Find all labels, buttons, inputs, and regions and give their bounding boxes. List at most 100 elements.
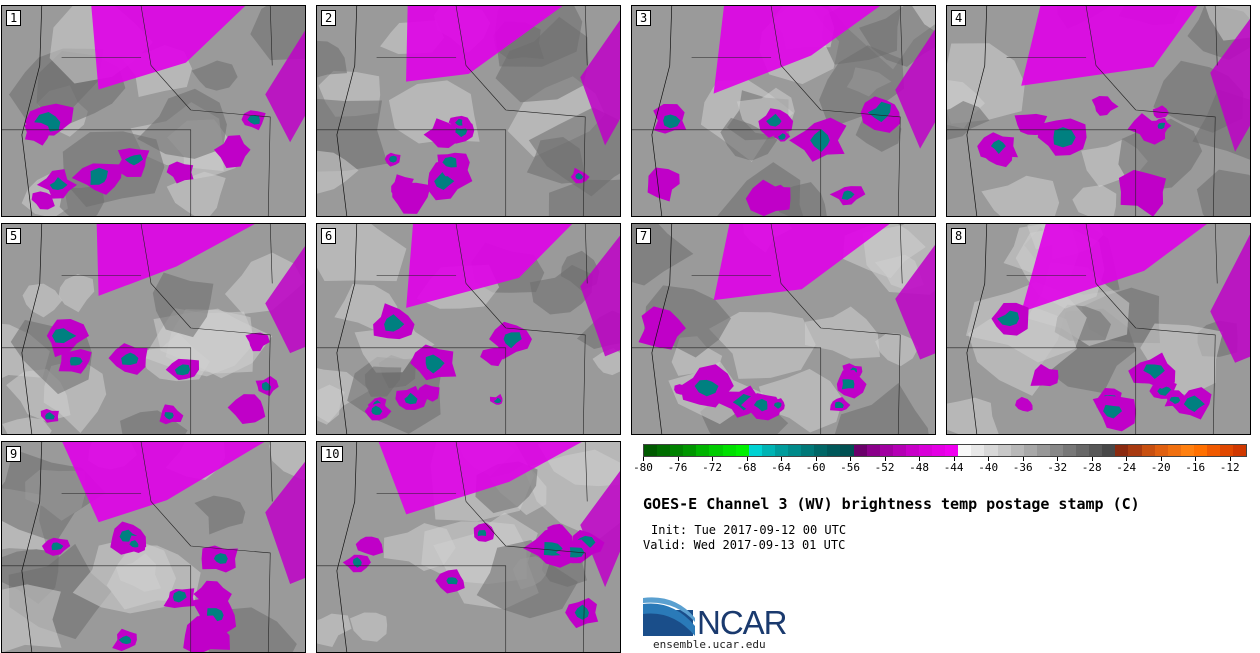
colorbar-tick-label: -56 <box>840 461 861 474</box>
colorbar-tick <box>1057 457 1059 461</box>
water-vapor-map <box>317 224 620 434</box>
colorbar-tick-label: -12 <box>1219 461 1240 474</box>
water-vapor-map <box>632 6 935 216</box>
colorbar-tick-label: -44 <box>943 461 964 474</box>
colorbar-tick-label: -20 <box>1150 461 1171 474</box>
colorbar-swatch <box>761 445 775 456</box>
colorbar-tick <box>815 457 817 461</box>
water-vapor-map <box>317 442 620 652</box>
colorbar-swatch <box>683 445 697 456</box>
colorbar-swatch <box>1023 445 1037 456</box>
site-url: ensemble.ucar.edu <box>653 638 766 651</box>
colorbar-tick <box>1022 457 1024 461</box>
colorbar-swatch <box>866 445 880 456</box>
water-vapor-map <box>317 6 620 216</box>
colorbar-tick <box>746 457 748 461</box>
colorbar-tick-label: -48 <box>909 461 930 474</box>
colorbar-swatch <box>1154 445 1168 456</box>
colorbar-swatch <box>905 445 919 456</box>
colorbar-swatch <box>1128 445 1142 456</box>
colorbar-swatch <box>932 445 946 456</box>
colorbar-tick-label: -60 <box>805 461 826 474</box>
colorbar-tick <box>953 457 955 461</box>
colorbar-tick-label: -40 <box>978 461 999 474</box>
colorbar-swatch <box>984 445 998 456</box>
panel-number: 4 <box>951 10 967 26</box>
colorbar-tick <box>850 457 852 461</box>
colorbar-swatch <box>958 445 972 456</box>
colorbar-swatch <box>814 445 828 456</box>
colorbar-swatch <box>827 445 841 456</box>
panel-number: 6 <box>321 228 337 244</box>
panel-number: 7 <box>636 228 652 244</box>
colorbar-swatch <box>1036 445 1050 456</box>
colorbar-swatch <box>879 445 893 456</box>
colorbar-swatch <box>1233 445 1247 456</box>
colorbar <box>643 444 1247 457</box>
colorbar-tick <box>1229 457 1231 461</box>
ensemble-panel-1: 1 <box>1 5 306 217</box>
ensemble-panel-3: 3 <box>631 5 936 217</box>
ensemble-panel-6: 6 <box>316 223 621 435</box>
ensemble-panel-9: 9 <box>1 441 306 653</box>
colorbar-tick <box>781 457 783 461</box>
ensemble-panel-10: 10 <box>316 441 621 653</box>
colorbar-swatch <box>997 445 1011 456</box>
colorbar-swatch <box>1207 445 1221 456</box>
ensemble-panel-4: 4 <box>946 5 1251 217</box>
water-vapor-map <box>947 224 1250 434</box>
colorbar-swatch <box>945 445 959 456</box>
colorbar-tick <box>1195 457 1197 461</box>
colorbar-tick-label: -36 <box>1012 461 1033 474</box>
colorbar-swatch <box>1115 445 1129 456</box>
colorbar-swatch <box>1102 445 1116 456</box>
colorbar-swatch <box>918 445 933 456</box>
colorbar-swatch <box>1141 445 1155 456</box>
colorbar-tick-label: -52 <box>874 461 895 474</box>
colorbar-tick <box>884 457 886 461</box>
colorbar-ticks: -80 -76 -72 -68 -64 -60 -56 -52 -48 -44 -40 -36 -32-… <box>633 457 1247 477</box>
panel-number: 1 <box>6 10 22 26</box>
valid-time: Valid: Wed 2017-09-13 01 UTC <box>643 538 846 552</box>
ensemble-panel-8: 8 <box>946 223 1251 435</box>
ncar-logo <box>643 597 695 636</box>
ensemble-panel-5: 5 <box>1 223 306 435</box>
colorbar-tick-label: -72 <box>702 461 722 474</box>
colorbar-tick-label: -64 <box>771 461 791 474</box>
colorbar-swatch <box>1076 445 1090 456</box>
colorbar-tick <box>712 457 714 461</box>
colorbar-swatch <box>1193 445 1208 456</box>
colorbar-tick <box>919 457 921 461</box>
colorbar-tick <box>1160 457 1162 461</box>
colorbar-swatch <box>892 445 906 456</box>
colorbar-swatch <box>1063 445 1077 456</box>
colorbar-swatch <box>1220 445 1234 456</box>
colorbar-swatch <box>1180 445 1194 456</box>
panel-number: 2 <box>321 10 337 26</box>
colorbar-swatch <box>657 445 671 456</box>
colorbar-swatch <box>840 445 854 456</box>
colorbar-tick-label: -24 <box>1116 461 1137 474</box>
water-vapor-map <box>2 442 305 652</box>
colorbar-swatch <box>774 445 789 456</box>
colorbar-tick-label: -76 <box>667 461 688 474</box>
colorbar-tick-label: -32 <box>1047 461 1068 474</box>
colorbar-swatch <box>788 445 802 456</box>
colorbar-swatch <box>1049 445 1063 456</box>
colorbar-swatch <box>1089 445 1103 456</box>
colorbar-swatch <box>670 445 684 456</box>
colorbar-tick <box>988 457 990 461</box>
colorbar-swatch <box>709 445 723 456</box>
colorbar-swatch <box>644 445 658 456</box>
colorbar-swatch <box>1167 445 1181 456</box>
colorbar-swatch <box>971 445 985 456</box>
water-vapor-map <box>947 6 1250 216</box>
ensemble-panel-7: 7 <box>631 223 936 435</box>
colorbar-tick-label: -28 <box>1081 461 1102 474</box>
water-vapor-map <box>2 224 305 434</box>
colorbar-tick <box>643 457 644 461</box>
colorbar-swatch <box>853 445 867 456</box>
water-vapor-map <box>632 224 935 434</box>
panel-number: 5 <box>6 228 22 244</box>
panel-number: 8 <box>951 228 967 244</box>
